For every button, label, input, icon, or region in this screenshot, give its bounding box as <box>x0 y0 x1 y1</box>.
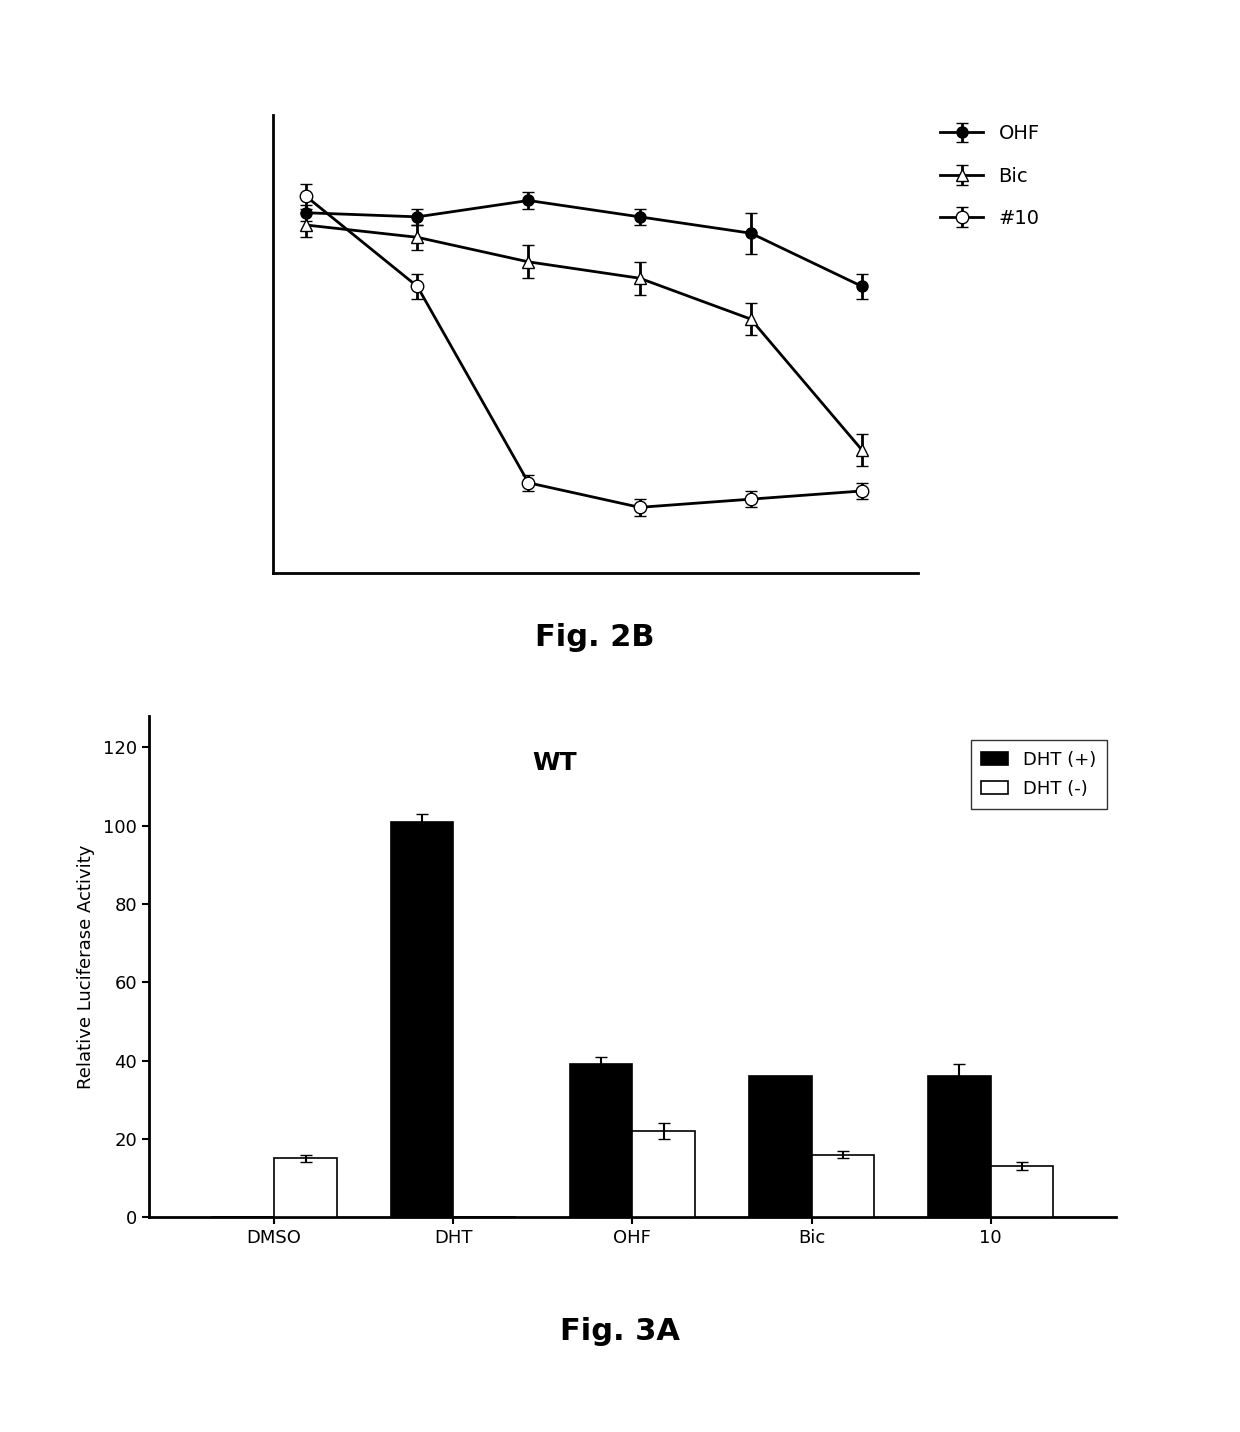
Bar <box>569 1064 632 1217</box>
Bar <box>928 1077 991 1217</box>
Text: Fig. 3A: Fig. 3A <box>560 1317 680 1346</box>
Legend: DHT (+), DHT (-): DHT (+), DHT (-) <box>971 740 1107 809</box>
Bar <box>991 1166 1053 1217</box>
Text: WT: WT <box>533 750 578 775</box>
Bar <box>632 1131 696 1217</box>
Text: Fig. 2B: Fig. 2B <box>536 623 655 652</box>
Legend: OHF, Bic, #10: OHF, Bic, #10 <box>940 125 1039 228</box>
Y-axis label: Relative Luciferase Activity: Relative Luciferase Activity <box>77 845 94 1088</box>
Bar <box>749 1077 811 1217</box>
Bar <box>274 1158 337 1217</box>
Bar <box>391 822 454 1217</box>
Bar <box>811 1154 874 1217</box>
